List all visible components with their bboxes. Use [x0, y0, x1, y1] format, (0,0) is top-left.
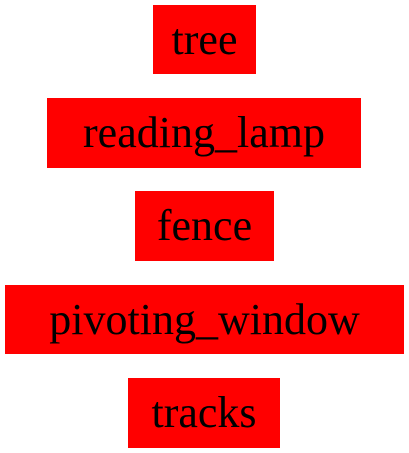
- label-pivoting-window: pivoting_window: [5, 285, 404, 354]
- label-reading-lamp: reading_lamp: [47, 98, 361, 168]
- label-fence: fence: [135, 191, 274, 261]
- label-tracks: tracks: [128, 378, 280, 448]
- label-tree: tree: [153, 5, 256, 74]
